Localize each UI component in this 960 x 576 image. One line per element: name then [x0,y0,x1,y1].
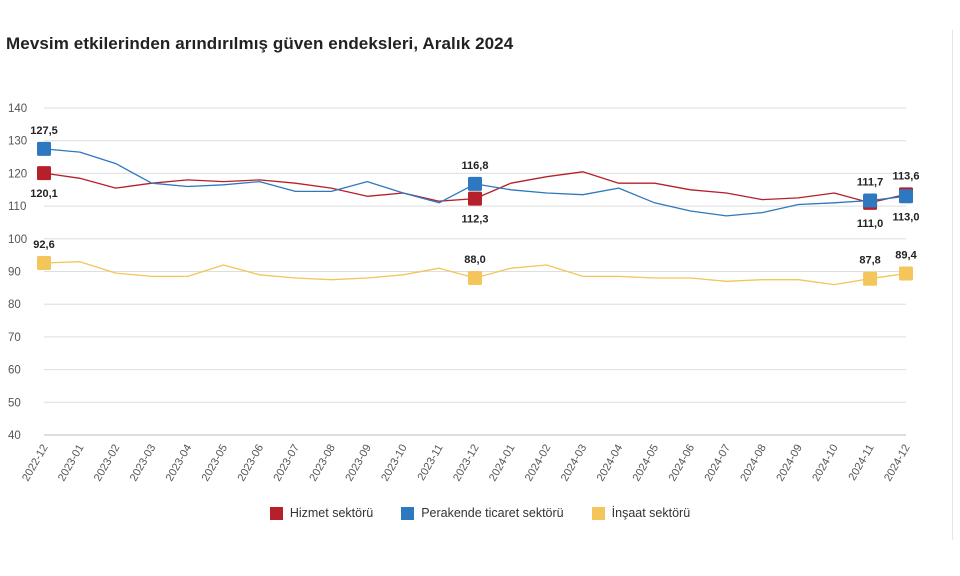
y-tick-label: 120 [8,168,27,180]
x-tick-label: 2024-01 [487,443,518,484]
x-tick-label: 2024-12 [882,443,913,484]
legend-item-hizmet[interactable]: Hizmet sektörü [269,506,374,520]
data-label: 92,6 [33,239,54,251]
x-tick-label: 2022-12 [20,443,51,484]
x-tick-label: 2024-08 [738,443,769,484]
legend-label-insaat: İnşaat sektörü [611,506,691,520]
data-marker [37,166,51,181]
y-tick-label: 140 [8,103,27,115]
x-tick-label: 2023-07 [271,443,302,484]
data-label: 88,0 [464,254,485,266]
data-label: 89,4 [895,249,917,261]
y-tick-label: 50 [8,397,21,409]
x-tick-label: 2023-04 [164,443,195,484]
y-tick-label: 80 [8,299,21,311]
data-marker [468,271,482,286]
legend: Hizmet sektörü Perakende ticaret sektörü… [0,506,960,520]
x-tick-label: 2023-10 [379,443,410,484]
x-tick-label: 2023-05 [200,443,231,484]
x-tick-label: 2023-09 [343,443,374,484]
x-tick-label: 2024-04 [595,443,626,484]
data-marker [37,255,51,270]
x-tick-label: 2023-11 [416,443,446,483]
x-tick-label: 2024-07 [702,443,733,484]
x-tick-label: 2024-05 [631,443,662,484]
y-tick-label: 70 [8,332,21,344]
data-label: 120,1 [30,188,58,200]
legend-swatch-hizmet [269,506,283,520]
panel-divider [952,30,953,540]
x-tick-label: 2023-06 [236,443,267,484]
data-label: 112,3 [462,214,489,226]
x-tick-label: 2023-08 [307,443,338,484]
y-axis-ticks: 40 50 60 70 80 90 100 110 120 130 140 [8,103,27,442]
y-tick-label: 130 [8,136,27,148]
data-label: 116,8 [462,160,489,172]
legend-item-insaat[interactable]: İnşaat sektörü [591,506,691,520]
data-marker [899,189,913,204]
series-markers [37,141,913,286]
x-tick-label: 2023-01 [56,443,87,484]
x-axis-ticks: 2022-12 2023-01 2023-02 2023-03 2023-04 2023-… [20,443,913,484]
legend-swatch-perakende [401,506,415,520]
legend-label-perakende: Perakende ticaret sektörü [421,506,564,520]
data-label: 113,6 [893,170,920,182]
data-marker [863,271,878,286]
data-marker [863,193,878,208]
x-tick-label: 2023-02 [92,443,123,484]
data-label: 111,7 [857,177,883,189]
data-marker [468,176,482,191]
y-tick-label: 60 [8,365,21,377]
y-tick-label: 100 [8,234,27,246]
x-tick-label: 2023-03 [128,443,159,484]
x-tick-label: 2024-11 [847,443,877,483]
y-tick-label: 40 [8,430,21,442]
x-tick-label: 2024-10 [810,443,841,484]
x-tick-label: 2024-06 [667,443,698,484]
x-tick-label: 2023-12 [451,443,482,484]
chart-title: Mevsim etkilerinden arındırılmış güven e… [6,34,514,53]
data-labels: 120,1 112,3 111,0 113,6 127,5 116,8 111,7 113,0… [30,125,919,267]
x-tick-label: 2024-02 [523,443,554,484]
legend-item-perakende[interactable]: Perakende ticaret sektörü [401,506,564,520]
y-tick-label: 110 [8,201,26,213]
legend-swatch-insaat [591,506,605,520]
legend-label-hizmet: Hizmet sektörü [289,506,374,520]
data-marker [37,141,51,156]
data-label: 113,0 [893,211,920,223]
x-tick-label: 2024-09 [774,443,805,484]
data-marker [899,266,913,281]
gridlines [44,107,906,436]
x-tick-label: 2024-03 [559,443,590,484]
data-label: 127,5 [30,125,58,137]
y-tick-label: 90 [8,267,21,279]
data-label: 111,0 [857,218,883,230]
data-marker [468,191,482,206]
data-label: 87,8 [859,255,880,267]
